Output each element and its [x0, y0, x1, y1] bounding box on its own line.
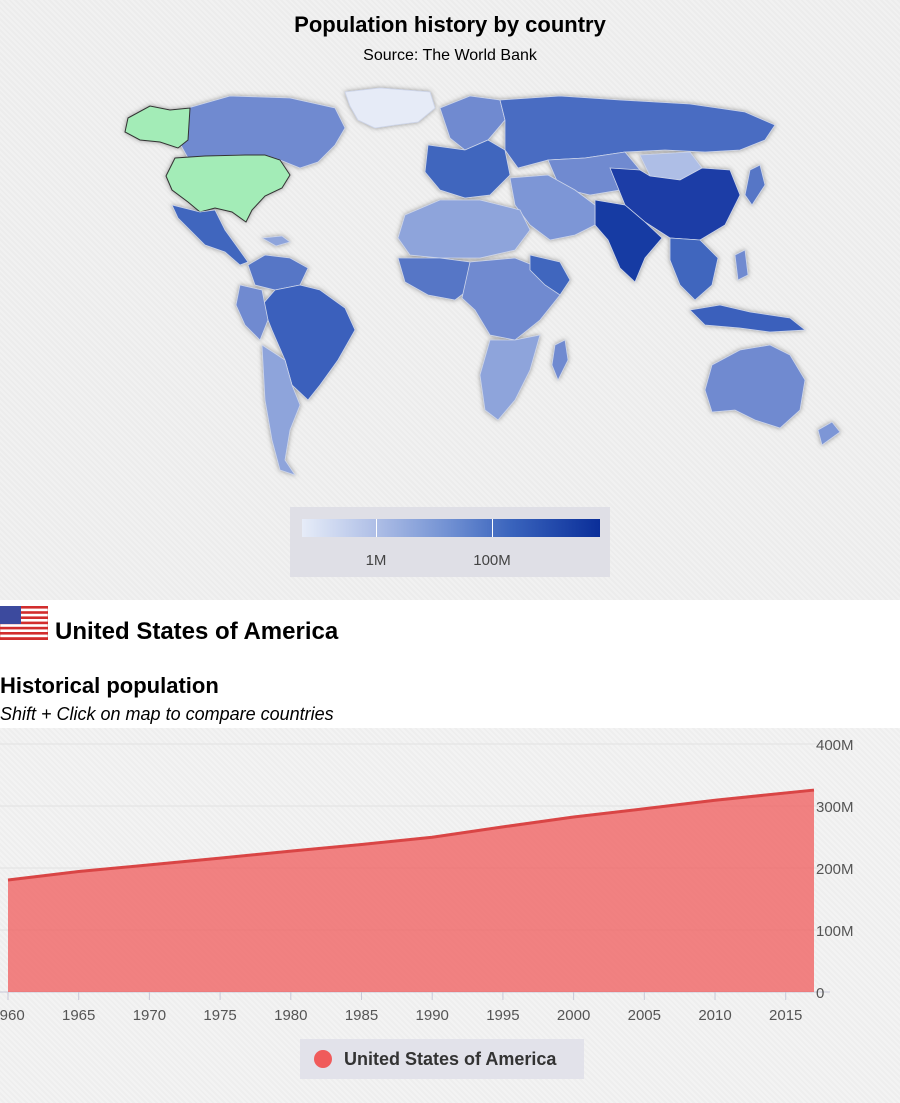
legend-tick-label: 1M [365, 552, 387, 569]
map-title: Population history by country [294, 12, 606, 37]
x-tick-label: 1960 [0, 1007, 25, 1024]
country-russia[interactable] [499, 95, 776, 169]
population-chart-svg[interactable]: 0 100M 200M 300M 400M 1960 1965 1970 1975 1980 198… [0, 728, 900, 1103]
country-southeast-asia[interactable] [669, 237, 719, 301]
legend-series-marker [314, 1050, 332, 1068]
y-tick-label: 300M [816, 799, 854, 816]
x-tick-label: 2015 [769, 1007, 802, 1024]
legend-series-label: United States of America [344, 1048, 557, 1069]
country-argentina[interactable] [261, 344, 301, 476]
legend-tick-mark [376, 519, 377, 537]
historical-population-heading: Historical population [0, 673, 219, 698]
country-north-africa[interactable] [397, 199, 531, 259]
legend-tick-mark [492, 519, 493, 537]
y-tick-label: 100M [816, 923, 854, 940]
y-tick-label: 0 [816, 985, 824, 1002]
map-panel: Population history by country Source: Th… [0, 0, 900, 600]
map-subtitle: Source: The World Bank [363, 47, 537, 64]
country-usa[interactable] [165, 154, 291, 223]
country-australia[interactable] [704, 344, 806, 429]
country-greenland[interactable] [344, 87, 436, 129]
population-chart[interactable]: 0 100M 200M 300M 400M 1960 1965 1970 1975 1980 198… [0, 728, 900, 1103]
country-ethiopia[interactable] [529, 254, 571, 296]
country-mexico[interactable] [171, 204, 249, 266]
x-tick-label: 1985 [345, 1007, 378, 1024]
country-japan[interactable] [744, 164, 766, 206]
country-brazil[interactable] [261, 284, 356, 401]
legend-tick-label: 100M [473, 552, 511, 569]
x-tick-label: 1970 [133, 1007, 166, 1024]
country-colombia-venezuela[interactable] [247, 254, 309, 291]
x-tick-label: 2010 [698, 1007, 731, 1024]
country-caribbean[interactable] [260, 235, 291, 247]
x-tick-label: 1965 [62, 1007, 95, 1024]
color-axis-legend: 1M 100M [290, 507, 610, 577]
us-flag-icon [0, 606, 48, 640]
country-name: United States of America [55, 618, 339, 645]
country-philippines[interactable] [734, 249, 749, 281]
compare-hint: Shift + Click on map to compare countrie… [0, 704, 334, 724]
x-tick-label: 1990 [416, 1007, 449, 1024]
country-scandinavia[interactable] [439, 95, 506, 151]
country-peru[interactable] [235, 284, 269, 341]
population-area [8, 790, 814, 992]
country-india[interactable] [594, 199, 663, 283]
population-line [7, 788, 815, 882]
x-tick-label: 1995 [486, 1007, 519, 1024]
country-southern-africa[interactable] [479, 334, 541, 421]
y-tick-label: 200M [816, 861, 854, 878]
world-map[interactable] [0, 0, 900, 600]
chart-legend-item[interactable]: United States of America [300, 1039, 584, 1079]
x-tick-label: 2005 [628, 1007, 661, 1024]
country-info-panel: United States of America Historical popu… [0, 600, 900, 1103]
x-tick-label: 2000 [557, 1007, 590, 1024]
country-madagascar[interactable] [551, 339, 569, 381]
x-tick-label: 1980 [274, 1007, 307, 1024]
country-indonesia[interactable] [689, 304, 807, 333]
country-western-europe[interactable] [424, 139, 511, 199]
country-alaska[interactable] [124, 105, 191, 149]
x-tick-label: 1975 [203, 1007, 236, 1024]
color-gradient-bar [302, 519, 600, 537]
y-tick-label: 400M [816, 737, 854, 754]
country-new-zealand[interactable] [817, 421, 841, 446]
